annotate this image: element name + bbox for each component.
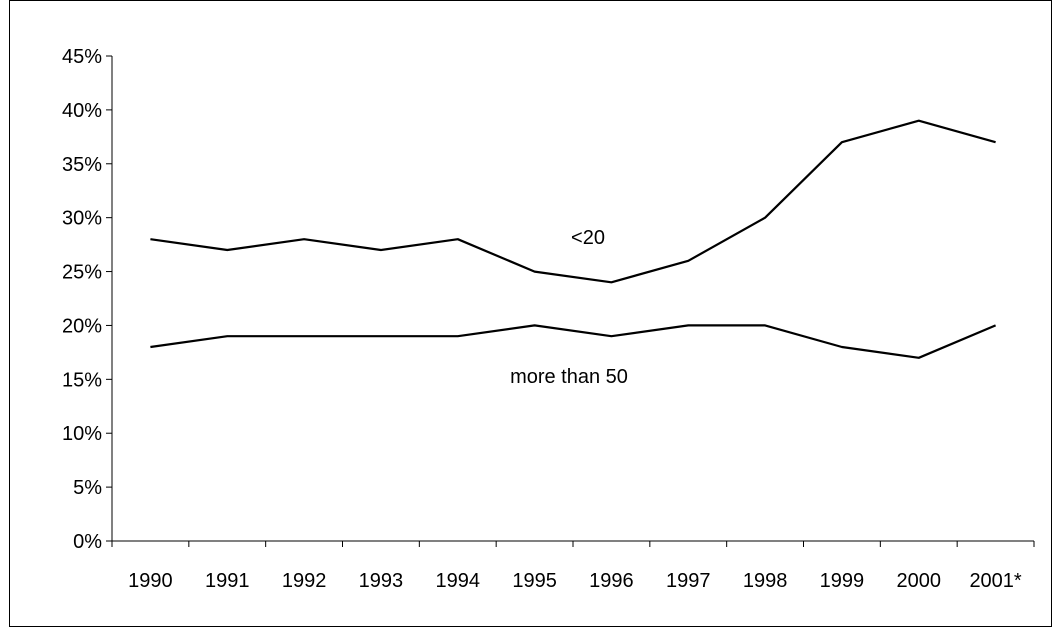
y-tick-label: 20% <box>62 315 102 337</box>
x-tick-label: 1994 <box>436 570 481 592</box>
y-axis-ticks: 0% 5% 10% 15% 20% 25% 30% 35% 40% 45% <box>62 46 112 553</box>
y-tick-label: 0% <box>73 531 102 553</box>
y-tick-label: 25% <box>62 262 102 284</box>
series-lines <box>150 119 997 359</box>
x-tick-label: 1998 <box>743 570 788 592</box>
y-tick-label: 5% <box>73 477 102 499</box>
series-line-0 <box>150 119 996 284</box>
y-tick-label: 10% <box>62 423 102 445</box>
series-label-under-20: <20 <box>571 227 605 249</box>
y-tick-label: 15% <box>62 369 102 391</box>
x-tick-label: 1999 <box>820 570 865 592</box>
x-tick-label: 1997 <box>666 570 711 592</box>
x-tick-label: 1992 <box>282 570 327 592</box>
y-tick-label: 40% <box>62 100 102 122</box>
x-axis-ticks: 1990 1991 1992 1993 1994 1995 1996 1997 1998 1999… <box>111 541 1035 592</box>
x-tick-label: 1991 <box>205 570 250 592</box>
series-line-1 <box>150 324 997 359</box>
chart-frame <box>9 0 1052 627</box>
x-tick-label: 1990 <box>128 570 173 592</box>
y-tick-label: 30% <box>62 208 102 230</box>
axes <box>111 56 1034 542</box>
x-tick-label: 1993 <box>359 570 404 592</box>
x-tick-label: 1995 <box>512 570 557 592</box>
x-tick-label: 1996 <box>589 570 634 592</box>
y-tick-label: 45% <box>62 46 102 68</box>
x-tick-label: 2000 <box>897 570 942 592</box>
series-label-more-than-50: more than 50 <box>510 366 628 388</box>
y-tick-label: 35% <box>62 154 102 176</box>
x-tick-label: 2001* <box>969 570 1021 592</box>
